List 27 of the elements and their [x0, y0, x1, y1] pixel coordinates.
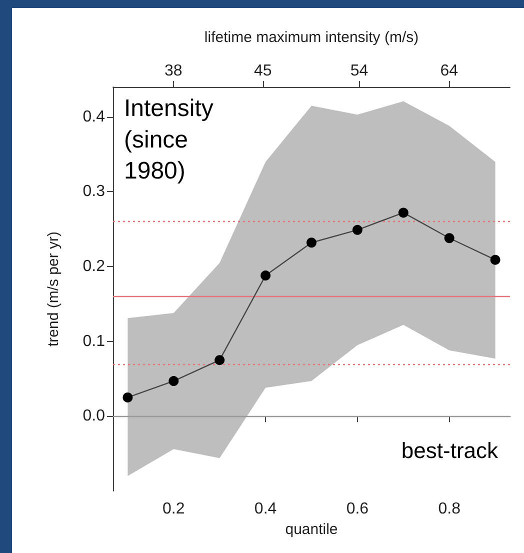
point: [122, 392, 133, 402]
x2-axis-title: lifetime maximum intensity (m/s): [204, 29, 419, 46]
x-tick-label: 0.8: [438, 500, 461, 518]
x2-tick-label: 54: [350, 62, 368, 80]
x-tick-label: 0.2: [162, 500, 185, 518]
x2-tick-label: 38: [164, 62, 182, 80]
point: [490, 254, 500, 265]
annotation: best-track: [401, 438, 499, 463]
point: [260, 270, 271, 281]
x-axis-title: quantile: [285, 520, 338, 538]
point: [306, 238, 316, 248]
y-axis-title: trend (m/s per yr): [45, 231, 62, 347]
y-tick-label: 0.3: [82, 183, 106, 200]
point: [398, 208, 408, 218]
y-tick-label: 0.4: [82, 108, 106, 126]
point: [444, 233, 454, 244]
x-tick-label: 0.4: [254, 500, 277, 518]
y-tick-label: 0.2: [82, 258, 106, 276]
y-tick-label: 0.1: [82, 332, 106, 350]
annotation: Intensity (since 1980): [124, 95, 220, 184]
point: [168, 376, 179, 386]
point: [352, 224, 362, 235]
x2-tick-label: 45: [254, 62, 272, 80]
y-tick-label: 0.0: [82, 408, 106, 425]
x2-tick-label: 64: [440, 62, 458, 80]
point: [214, 355, 225, 366]
x-tick-label: 0.6: [346, 500, 369, 518]
